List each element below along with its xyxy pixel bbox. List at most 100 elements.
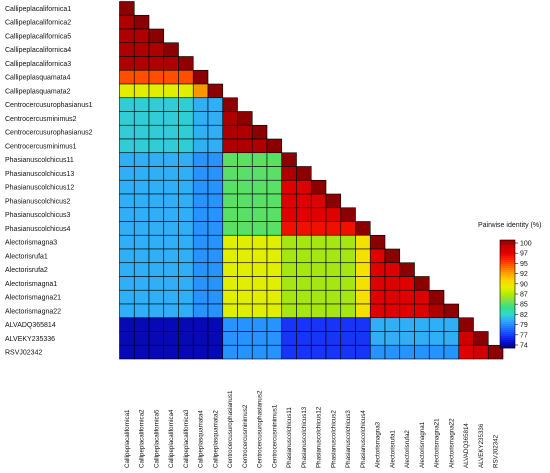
heatmap-cell	[192, 221, 209, 236]
heatmap-cell	[266, 344, 283, 360]
row-label: Callipeplasquamata4	[5, 75, 70, 82]
heatmap-cell	[487, 344, 504, 360]
heatmap-cell	[192, 97, 209, 112]
heatmap-cell	[296, 303, 312, 319]
heatmap-cell	[281, 207, 297, 222]
heatmap-cell	[325, 331, 342, 346]
heatmap-cell	[178, 124, 194, 140]
heatmap-cell	[163, 303, 179, 319]
legend-tick-label: 82	[520, 312, 528, 319]
heatmap-cell	[281, 234, 297, 250]
column-label: Callipeplasquamata4	[198, 410, 205, 468]
heatmap-cell	[178, 276, 194, 291]
heatmap-cell	[133, 42, 150, 57]
heatmap-cell	[148, 124, 165, 140]
heatmap-cell	[428, 344, 445, 360]
heatmap-cell	[192, 124, 209, 140]
heatmap-cell	[133, 207, 150, 222]
heatmap-cell	[163, 69, 179, 85]
heatmap-cell	[207, 289, 224, 305]
heatmap-cell	[119, 317, 135, 332]
heatmap-cell	[163, 276, 179, 291]
legend-tick-label: 79	[520, 322, 528, 329]
heatmap-cell	[178, 111, 194, 126]
heatmap-cell	[133, 234, 150, 250]
row-label: Callipeplacalifornica5	[5, 33, 71, 40]
heatmap-cell	[296, 207, 312, 222]
heatmap-cell	[222, 124, 238, 140]
heatmap-cell	[222, 344, 238, 360]
heatmap-cell	[192, 83, 209, 99]
heatmap-cell	[325, 317, 342, 332]
heatmap-cell	[148, 248, 165, 264]
heatmap-cell	[178, 179, 194, 195]
row-label: Callipeplacalifornica3	[5, 61, 71, 68]
column-label: Phasianuscolchicus4	[360, 410, 367, 468]
heatmap-cell	[222, 262, 238, 277]
legend-tick-label: 77	[520, 332, 528, 339]
heatmap-cell	[192, 344, 209, 360]
heatmap-cell	[355, 234, 371, 250]
heatmap-cell	[399, 303, 415, 319]
heatmap-cell	[207, 97, 224, 112]
heatmap-cell	[133, 193, 150, 209]
heatmap-cell	[281, 317, 297, 332]
heatmap-cell	[163, 56, 179, 71]
heatmap-cell	[133, 276, 150, 291]
heatmap-cell	[399, 331, 415, 346]
legend-tick-label: 92	[520, 271, 528, 278]
column-label: ALVADQ365814	[463, 423, 470, 468]
row-label: Centrocercusurophasianus2	[5, 130, 93, 137]
heatmap-cell	[340, 289, 356, 305]
heatmap-cell	[148, 28, 165, 44]
heatmap-cell	[207, 124, 224, 140]
heatmap-cell	[163, 317, 179, 332]
heatmap-cell	[266, 234, 283, 250]
heatmap-cell	[133, 344, 150, 360]
column-label: Callipeplacalifornica4	[168, 409, 175, 468]
heatmap-cell	[251, 166, 268, 181]
heatmap-cell	[119, 28, 135, 44]
heatmap-cell	[207, 331, 224, 346]
heatmap-cell	[281, 344, 297, 360]
heatmap-cell	[119, 207, 135, 222]
heatmap-cell	[458, 317, 474, 332]
heatmap-cell	[266, 207, 283, 222]
row-label: Phasianuscolchicus2	[5, 198, 70, 205]
heatmap-cell	[325, 193, 342, 209]
heatmap-cell	[119, 1, 135, 16]
heatmap-cell	[310, 317, 327, 332]
heatmap-cell	[310, 289, 327, 305]
heatmap-cell	[296, 262, 312, 277]
heatmap-cell	[133, 262, 150, 277]
heatmap-cell	[222, 179, 238, 195]
heatmap-cell	[222, 207, 238, 222]
row-label: Callipeplasquamata2	[5, 88, 70, 95]
heatmap-cell	[414, 303, 430, 319]
legend-color-segment	[500, 332, 515, 335]
legend-color-segment	[500, 328, 515, 331]
heatmap-cell	[163, 138, 179, 154]
heatmap-cell	[340, 344, 356, 360]
heatmap-cell	[237, 317, 253, 332]
heatmap-cell	[355, 317, 371, 332]
row-label: Centrocercusminimus1	[5, 143, 77, 150]
column-label: Callipeplacalifornica3	[183, 409, 190, 468]
row-label: Centrocercusurophasianus1	[5, 102, 93, 109]
heatmap-cell	[296, 276, 312, 291]
heatmap-cell	[296, 289, 312, 305]
row-label: Alectorismagna21	[5, 295, 61, 302]
heatmap-cell	[148, 111, 165, 126]
heatmap-cell	[251, 276, 268, 291]
legend-color-segment	[500, 286, 515, 289]
legend-color-segment	[500, 270, 515, 273]
legend-color-segment	[500, 280, 515, 283]
legend-color-segment	[500, 296, 515, 299]
heatmap-cell	[266, 138, 283, 154]
heatmap-cell	[237, 262, 253, 277]
heatmap-cell	[133, 331, 150, 346]
heatmap-cell	[251, 207, 268, 222]
heatmap-cell	[266, 248, 283, 264]
legend-color-segment	[500, 278, 515, 281]
heatmap-cell	[207, 179, 224, 195]
